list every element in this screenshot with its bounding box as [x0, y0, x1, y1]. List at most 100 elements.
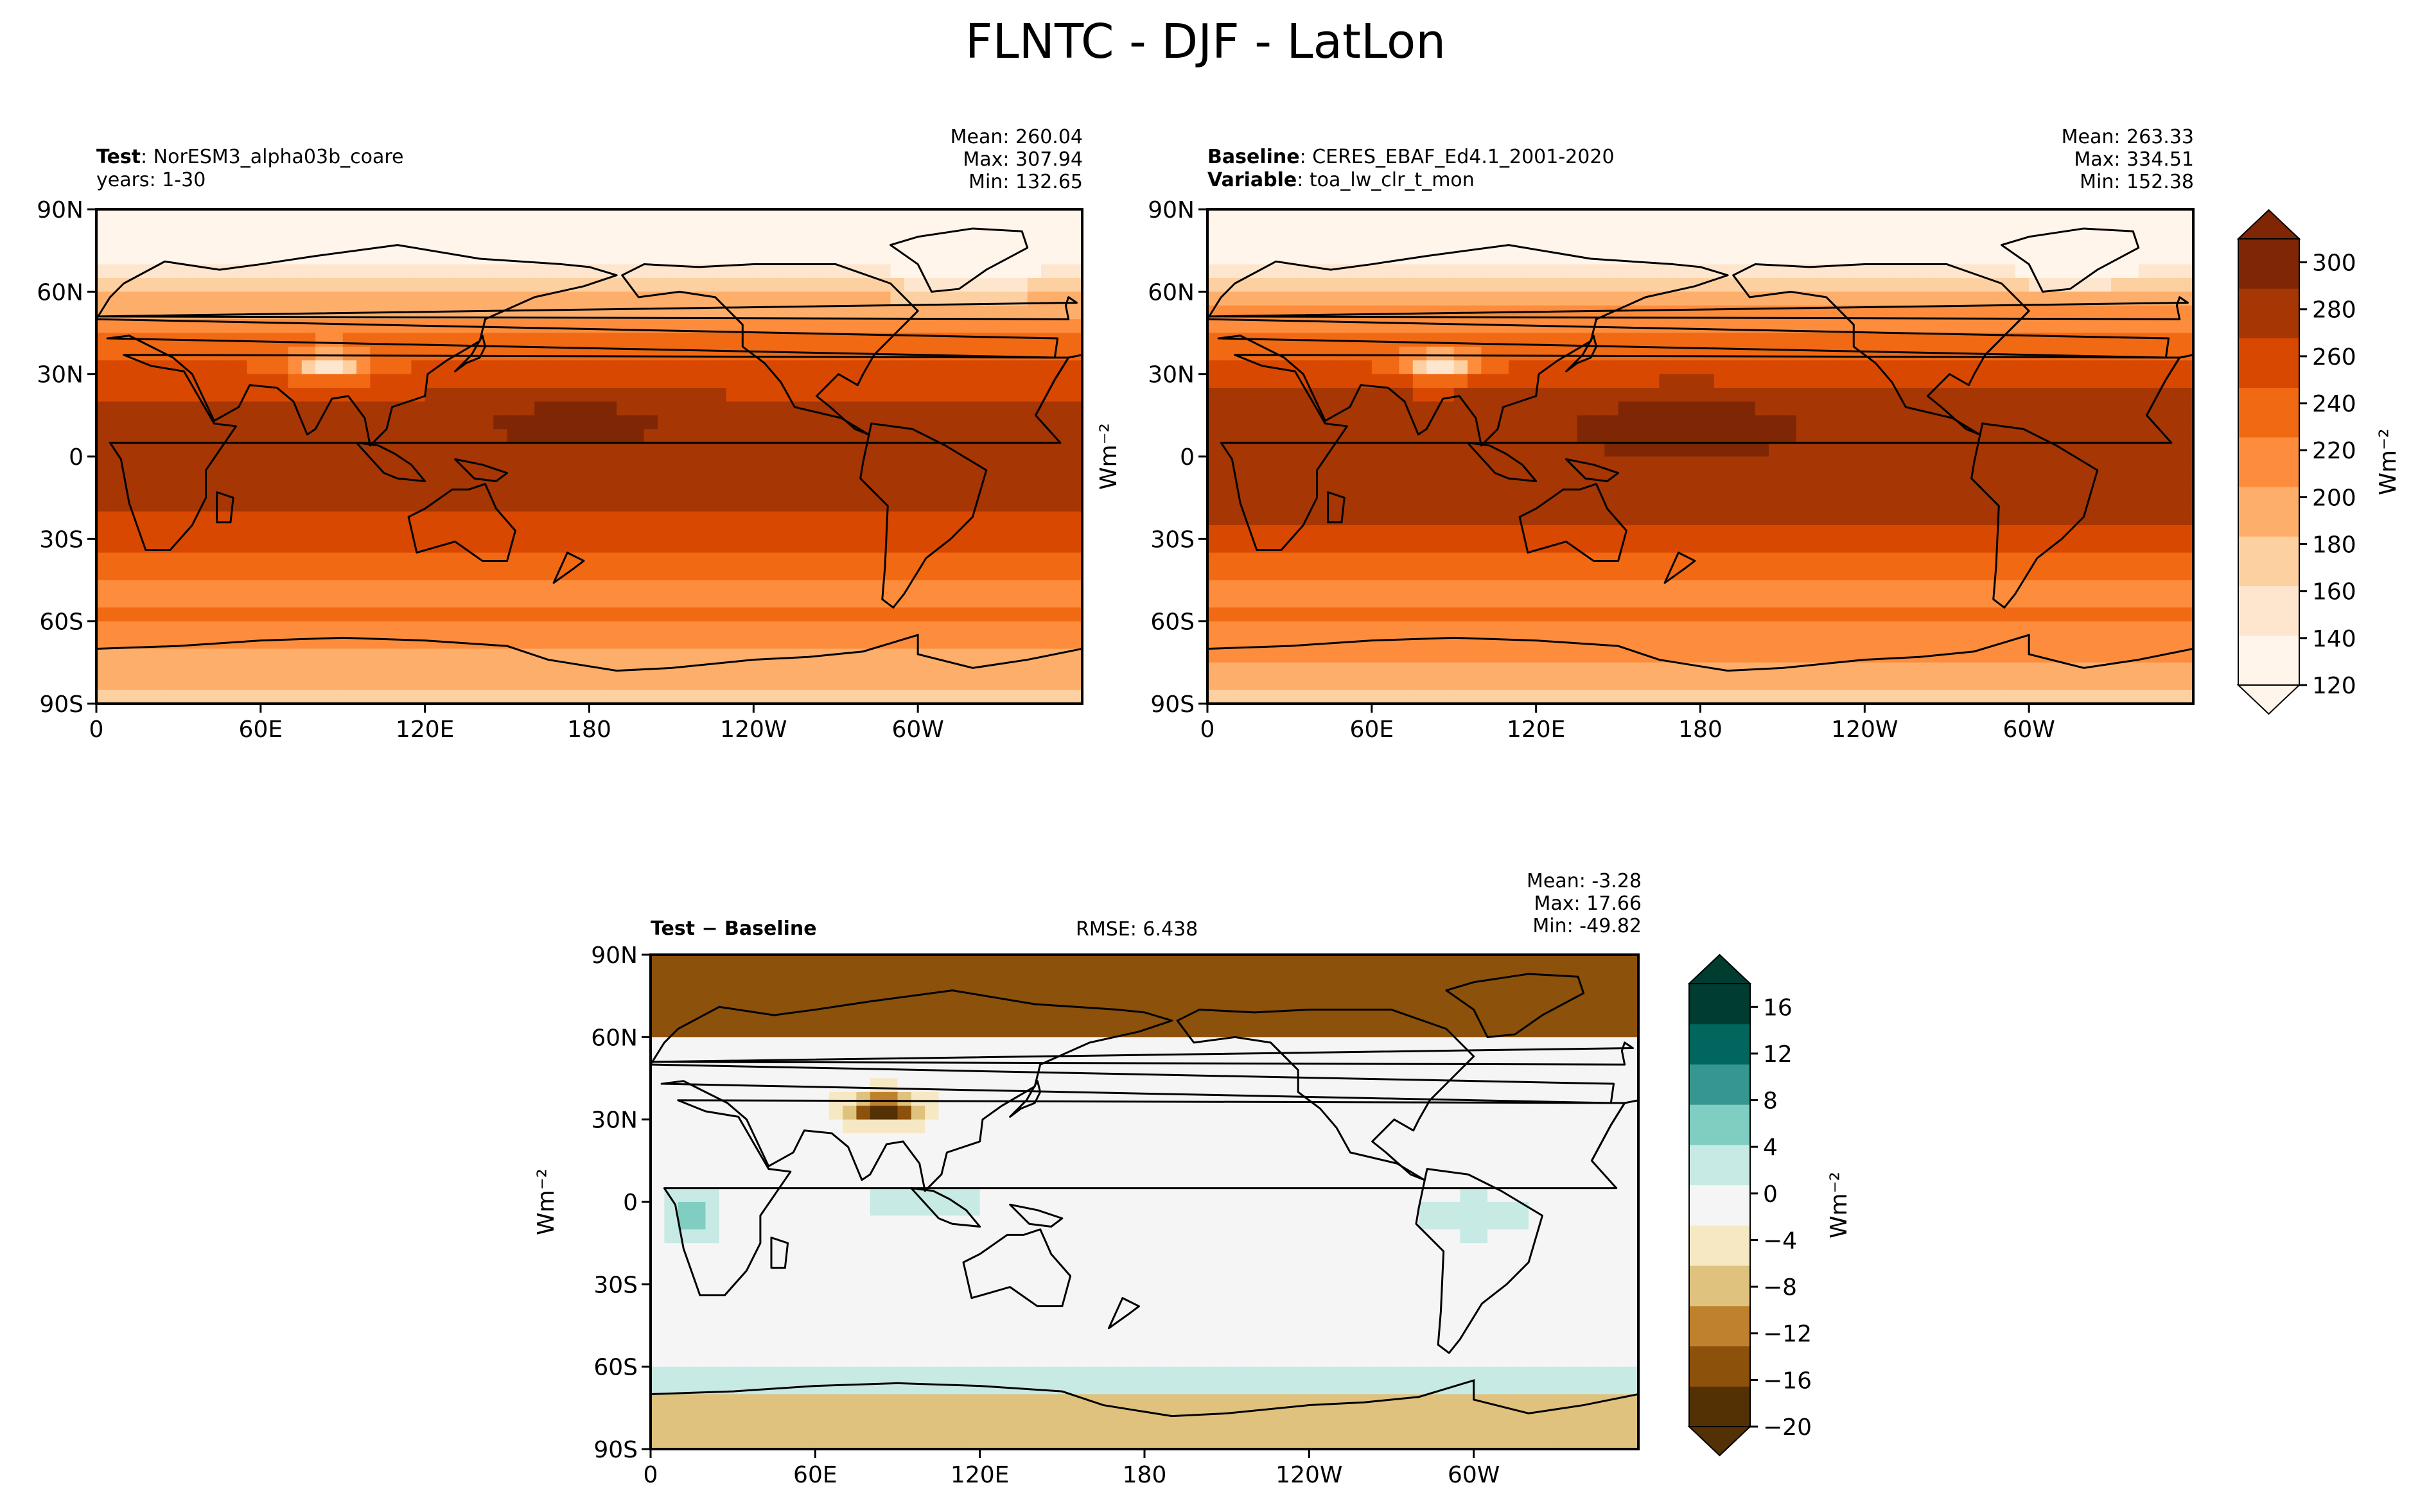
field-cell [2179, 498, 2194, 512]
field-cell [849, 566, 864, 581]
field-cell [1947, 236, 1961, 251]
field-cell [247, 209, 261, 223]
field-cell [780, 250, 795, 265]
field-cell [301, 401, 316, 416]
field-cell [425, 333, 439, 347]
field-cell [671, 470, 686, 485]
field-cell [398, 607, 412, 622]
field-cell [699, 539, 713, 553]
field-cell [589, 621, 604, 636]
field-cell [1714, 648, 1728, 663]
field-cell [1960, 498, 1975, 512]
field-cell [1426, 388, 1441, 403]
field-cell [1728, 333, 1742, 347]
field-cell [452, 305, 467, 320]
field-cell [1878, 442, 1893, 457]
field-cell [1919, 607, 1934, 622]
field-cell [1221, 552, 1236, 567]
field-cell [1687, 429, 1701, 444]
field-cell [2111, 429, 2126, 444]
field-cell [1645, 388, 1660, 403]
field-cell [1481, 539, 1496, 553]
field-cell [959, 333, 974, 347]
field-cell [1317, 319, 1331, 334]
field-cell [1234, 291, 1249, 306]
field-cell [1714, 539, 1728, 553]
field-cell [96, 360, 110, 375]
field-cell [1399, 593, 1414, 608]
field-cell [1013, 552, 1028, 567]
field-cell [2070, 607, 2085, 622]
field-cell [2111, 593, 2126, 608]
field-cell [1864, 333, 1879, 347]
field-cell [2097, 566, 2112, 581]
field-cell [2166, 566, 2180, 581]
field-cell [1687, 442, 1701, 457]
field-cell [671, 223, 686, 238]
field-cell [1988, 209, 2003, 223]
field-cell [1453, 442, 1468, 457]
field-cell [1618, 621, 1633, 636]
field-cell [1851, 236, 1865, 251]
field-cell [1631, 580, 1646, 595]
field-cell [1344, 456, 1359, 471]
field-cell [1769, 401, 1784, 416]
field-cell [630, 511, 645, 526]
field-cell [1810, 470, 1824, 485]
field-cell [877, 209, 891, 223]
field-cell [1563, 333, 1578, 347]
field-cell [2001, 388, 2016, 403]
field-cell [1810, 236, 1824, 251]
field-cell [479, 676, 494, 691]
field-cell [1068, 525, 1083, 539]
field-cell [1891, 429, 1906, 444]
field-cell [1851, 277, 1865, 292]
field-cell [726, 525, 741, 539]
field-cell [644, 621, 658, 636]
field-cell [2042, 291, 2057, 306]
field-cell [1041, 319, 1055, 334]
field-cell [1000, 676, 1015, 691]
field-cell [931, 277, 946, 292]
field-cell [1810, 593, 1824, 608]
field-cell [1851, 511, 1865, 526]
field-cell [1207, 483, 1222, 498]
field-cell [548, 388, 563, 403]
field-cell [740, 415, 754, 430]
field-cell [1522, 456, 1537, 471]
field-cell [178, 690, 193, 704]
field-cell [1700, 539, 1715, 553]
field-cell [671, 593, 686, 608]
field-cell [1618, 442, 1633, 457]
field-cell [1864, 648, 1879, 663]
field-cell [1659, 236, 1674, 251]
field-cell [219, 456, 234, 471]
field-cell [1919, 291, 1934, 306]
field-cell [1645, 566, 1660, 581]
field-cell [1289, 635, 1304, 650]
field-cell [398, 360, 412, 375]
field-cell [2015, 291, 2030, 306]
field-cell [1672, 470, 1687, 485]
field-cell [1577, 621, 1591, 636]
field-cell [821, 442, 836, 457]
field-cell [575, 566, 590, 581]
field-cell [1330, 223, 1345, 238]
field-cell [398, 209, 412, 223]
field-cell [1796, 552, 1810, 567]
field-cell [425, 360, 439, 375]
field-cell [1000, 291, 1015, 306]
field-cell [1440, 374, 1455, 388]
field-cell [1741, 291, 1756, 306]
field-cell [1248, 374, 1263, 388]
field-cell [1590, 580, 1605, 595]
field-cell [1604, 593, 1619, 608]
field-cell [260, 346, 275, 361]
field-cell [1687, 374, 1701, 388]
field-cell [137, 635, 152, 650]
field-cell [123, 415, 138, 430]
field-cell [1672, 511, 1687, 526]
field-cell [1974, 635, 1988, 650]
field-cell [315, 442, 330, 457]
field-cell [794, 360, 809, 375]
